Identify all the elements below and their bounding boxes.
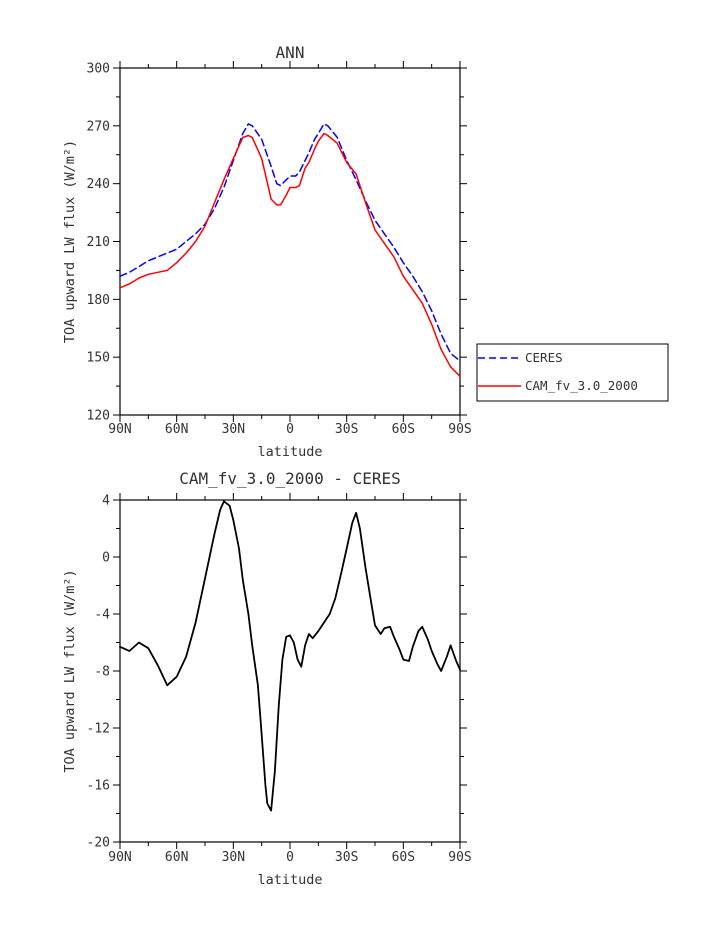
- bottom-x-axis-label: latitude: [257, 872, 322, 888]
- y-tick-label: 270: [87, 119, 110, 134]
- x-tick-label: 0: [286, 422, 294, 437]
- x-tick-label: 30N: [222, 850, 245, 865]
- series-line-CERES: [119, 123, 461, 362]
- x-tick-label: 30S: [335, 850, 358, 865]
- top-y-axis-label: TOA upward LW flux (W/m²): [62, 140, 78, 343]
- y-tick-label: 4: [102, 494, 110, 509]
- x-tick-label: 30S: [335, 422, 358, 437]
- y-tick-label: 0: [102, 551, 110, 566]
- x-tick-label: 90S: [448, 850, 471, 865]
- legend-box: [476, 343, 669, 402]
- legend-entry-label: CAM_fv_3.0_2000: [525, 378, 638, 393]
- x-tick-label: 30N: [222, 422, 245, 437]
- bottom-y-axis-label: TOA upward LW flux (W/m²): [62, 569, 78, 772]
- x-tick-label: 60S: [392, 422, 415, 437]
- bottom-plot-frame: [119, 499, 461, 843]
- y-tick-label: -4: [94, 608, 110, 623]
- top-x-axis-label: latitude: [257, 444, 322, 460]
- y-tick-label: 300: [87, 62, 110, 77]
- top-chart: 90N 60N 30N 0 30S 60S 90S 300 270 240 210 180 150 120…: [62, 43, 669, 460]
- x-tick-label: 0: [286, 850, 294, 865]
- x-tick-label: 90N: [108, 422, 131, 437]
- series-line-difference: [119, 500, 461, 812]
- legend-entry-label: CERES: [525, 350, 563, 365]
- top-plot-frame: [119, 67, 461, 416]
- x-tick-label: 90N: [108, 850, 131, 865]
- x-tick-label: 60N: [165, 850, 188, 865]
- y-tick-label: 150: [87, 351, 110, 366]
- x-tick-label: 60S: [392, 850, 415, 865]
- bottom-chart: 90N 60N 30N 0 30S 60S 90S 4 0 -4 -8 -12 -16 -20 CAM_fv…: [62, 469, 472, 888]
- y-tick-label: 240: [87, 177, 110, 192]
- series-line-CAM_fv_3.0_2000: [119, 132, 461, 378]
- y-tick-label: 180: [87, 293, 110, 308]
- y-tick-label: -16: [87, 779, 110, 794]
- bottom-chart-title: CAM_fv_3.0_2000 - CERES: [179, 469, 401, 488]
- y-tick-label: -8: [94, 665, 110, 680]
- y-tick-label: 120: [87, 409, 110, 424]
- y-tick-label: 210: [87, 235, 110, 250]
- x-tick-label: 90S: [448, 422, 471, 437]
- x-tick-label: 60N: [165, 422, 188, 437]
- top-chart-title: ANN: [276, 43, 305, 62]
- y-tick-label: -12: [87, 722, 110, 737]
- y-tick-label: -20: [87, 836, 110, 851]
